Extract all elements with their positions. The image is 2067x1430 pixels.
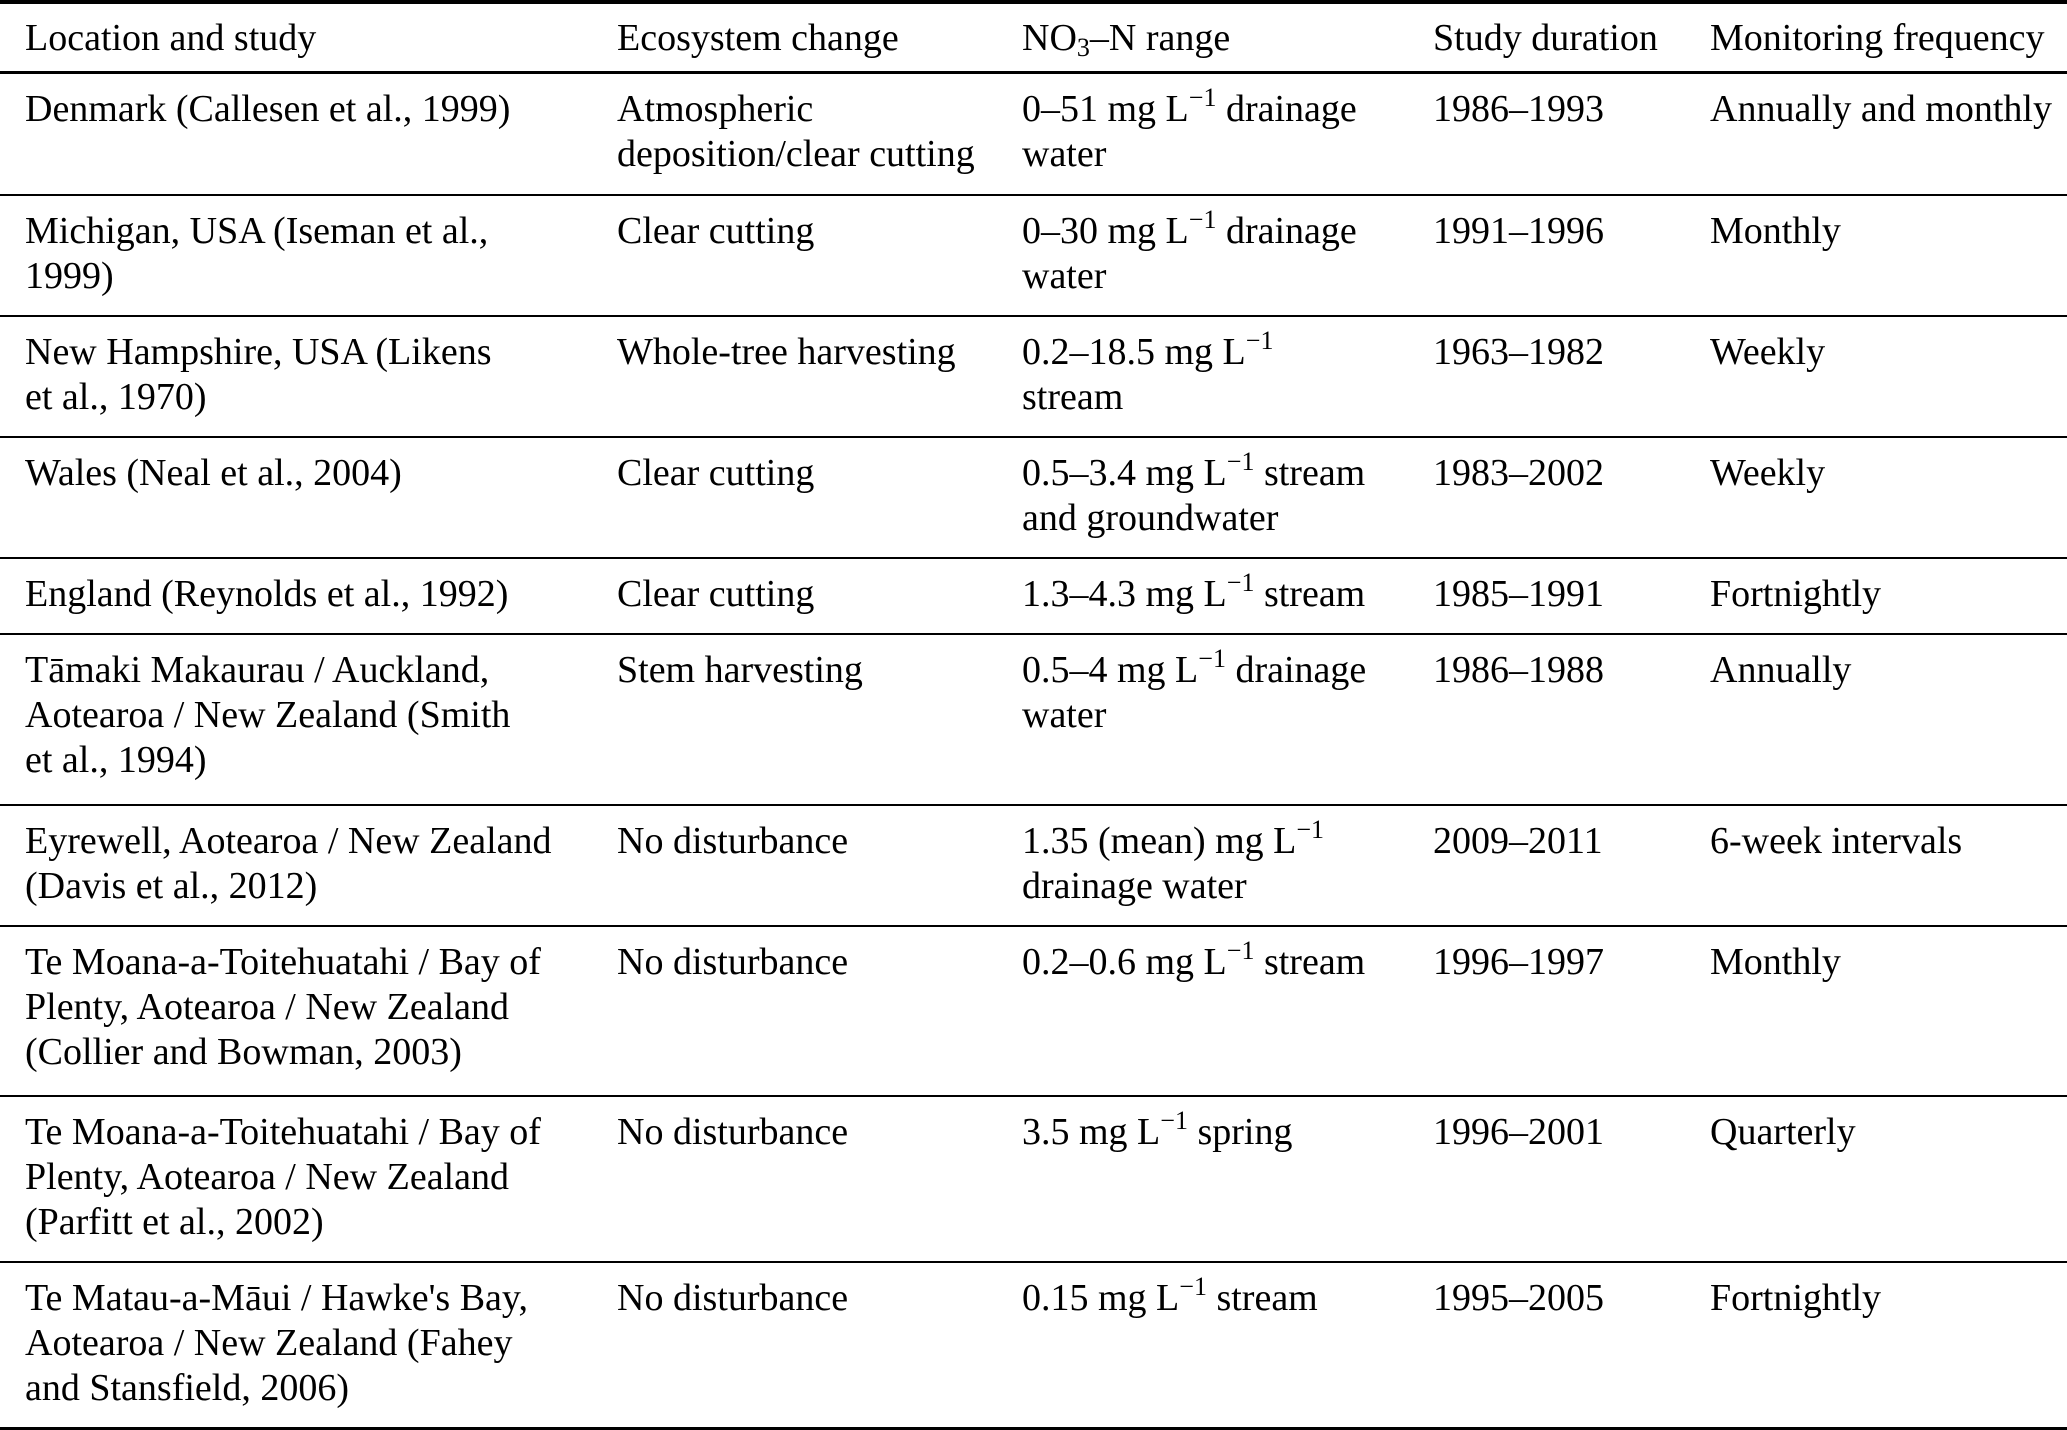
- table-cell: Te Matau-a-Māui / Hawke's Bay, Aotearoa /…: [0, 1263, 592, 1430]
- table-cell: No disturbance: [592, 1097, 997, 1263]
- superscript: −1: [1226, 935, 1255, 965]
- table-cell: Atmospheric deposition/clear cutting: [592, 74, 997, 196]
- table-row: Tāmaki Makaurau / Auckland, Aotearoa / Ne…: [0, 635, 2067, 806]
- table-row: Denmark (Callesen et al., 1999) Atmospher…: [0, 74, 2067, 196]
- table-cell: 0.15 mg L−1 stream: [997, 1263, 1408, 1430]
- superscript: −1: [1188, 82, 1217, 112]
- column-header-1: Location and study: [0, 4, 592, 74]
- superscript: −1: [1160, 1105, 1188, 1135]
- table-cell: New Hampshire, USA (Likens et al., 1970): [0, 317, 592, 438]
- table-body: Denmark (Callesen et al., 1999) Atmospher…: [0, 74, 2067, 1430]
- column-header-3: NO3–N range: [997, 4, 1408, 74]
- table-cell: Wales (Neal et al., 2004): [0, 438, 592, 559]
- table-cell: 0.2–18.5 mg L−1 stream: [997, 317, 1408, 438]
- table-cell: Denmark (Callesen et al., 1999): [0, 74, 592, 196]
- table-cell: 1.3–4.3 mg L−1 stream: [997, 559, 1408, 635]
- table-cell: Eyrewell, Aotearoa / New Zealand (Davis e…: [0, 806, 592, 927]
- table-cell: 2009–2011: [1408, 806, 1685, 927]
- table-cell: 0–51 mg L−1 drainage water: [997, 74, 1408, 196]
- table-cell: Michigan, USA (Iseman et al., 1999): [0, 196, 592, 317]
- table-cell: 0.2–0.6 mg L−1 stream: [997, 927, 1408, 1097]
- table-row: England (Reynolds et al., 1992) Clear cut…: [0, 559, 2067, 635]
- superscript: −1: [1226, 446, 1255, 476]
- table-cell: Te Moana-a-Toitehuatahi / Bay of Plenty, …: [0, 1097, 592, 1263]
- table-cell: England (Reynolds et al., 1992): [0, 559, 592, 635]
- table-cell: Clear cutting: [592, 196, 997, 317]
- table-header-row: Location and study Ecosystem change NO3–N …: [0, 4, 2067, 74]
- table-cell: 1986–1988: [1408, 635, 1685, 806]
- table-row: Wales (Neal et al., 2004) Clear cutting 0.…: [0, 438, 2067, 559]
- table-row: Michigan, USA (Iseman et al., 1999) Clear …: [0, 196, 2067, 317]
- superscript: −1: [1296, 814, 1325, 844]
- table-cell: No disturbance: [592, 927, 997, 1097]
- table-row: Te Matau-a-Māui / Hawke's Bay, Aotearoa /…: [0, 1263, 2067, 1430]
- table-cell: 1986–1993: [1408, 74, 1685, 196]
- table-cell: Quarterly: [1685, 1097, 2067, 1263]
- table-cell: 1995–2005: [1408, 1263, 1685, 1430]
- subscript: 3: [1076, 32, 1090, 62]
- column-header-5: Monitoring frequency: [1685, 4, 2067, 74]
- table-row: Eyrewell, Aotearoa / New Zealand (Davis e…: [0, 806, 2067, 927]
- table-cell: Fortnightly: [1685, 1263, 2067, 1430]
- table-cell: Weekly: [1685, 438, 2067, 559]
- table-cell: 0.5–3.4 mg L−1 stream and groundwater: [997, 438, 1408, 559]
- superscript: −1: [1179, 1271, 1207, 1301]
- table-cell: 1983–2002: [1408, 438, 1685, 559]
- table-cell: Stem harvesting: [592, 635, 997, 806]
- table-cell: 1963–1982: [1408, 317, 1685, 438]
- table-cell: 0–30 mg L−1 drainage water: [997, 196, 1408, 317]
- table-cell: Clear cutting: [592, 559, 997, 635]
- table-cell: Te Moana-a-Toitehuatahi / Bay of Plenty, …: [0, 927, 592, 1097]
- table-cell: Annually and monthly: [1685, 74, 2067, 196]
- table-row: Te Moana-a-Toitehuatahi / Bay of Plenty, …: [0, 1097, 2067, 1263]
- column-header-4: Study duration: [1408, 4, 1685, 74]
- table-cell: Whole-tree harvesting: [592, 317, 997, 438]
- table-header: Location and study Ecosystem change NO3–N …: [0, 4, 2067, 74]
- table-cell: 1985–1991: [1408, 559, 1685, 635]
- superscript: −1: [1188, 204, 1217, 234]
- superscript: −1: [1245, 325, 1274, 355]
- superscript: −1: [1198, 643, 1226, 673]
- table-cell: 1991–1996: [1408, 196, 1685, 317]
- table-cell: 3.5 mg L−1 spring: [997, 1097, 1408, 1263]
- table-cell: 6-week intervals: [1685, 806, 2067, 927]
- table-cell: Fortnightly: [1685, 559, 2067, 635]
- table-cell: Annually: [1685, 635, 2067, 806]
- table-cell: Monthly: [1685, 196, 2067, 317]
- table-cell: No disturbance: [592, 1263, 997, 1430]
- table-cell: Monthly: [1685, 927, 2067, 1097]
- table-row: Te Moana-a-Toitehuatahi / Bay of Plenty, …: [0, 927, 2067, 1097]
- table-row: New Hampshire, USA (Likens et al., 1970) W…: [0, 317, 2067, 438]
- table-cell: Weekly: [1685, 317, 2067, 438]
- table-cell: 1.35 (mean) mg L−1 drainage water: [997, 806, 1408, 927]
- column-header-2: Ecosystem change: [592, 4, 997, 74]
- table-cell: Tāmaki Makaurau / Auckland, Aotearoa / Ne…: [0, 635, 592, 806]
- table-cell: Clear cutting: [592, 438, 997, 559]
- table-cell: 1996–2001: [1408, 1097, 1685, 1263]
- table-cell: 0.5–4 mg L−1 drainage water: [997, 635, 1408, 806]
- table-cell: No disturbance: [592, 806, 997, 927]
- table-cell: 1996–1997: [1408, 927, 1685, 1097]
- superscript: −1: [1226, 567, 1255, 597]
